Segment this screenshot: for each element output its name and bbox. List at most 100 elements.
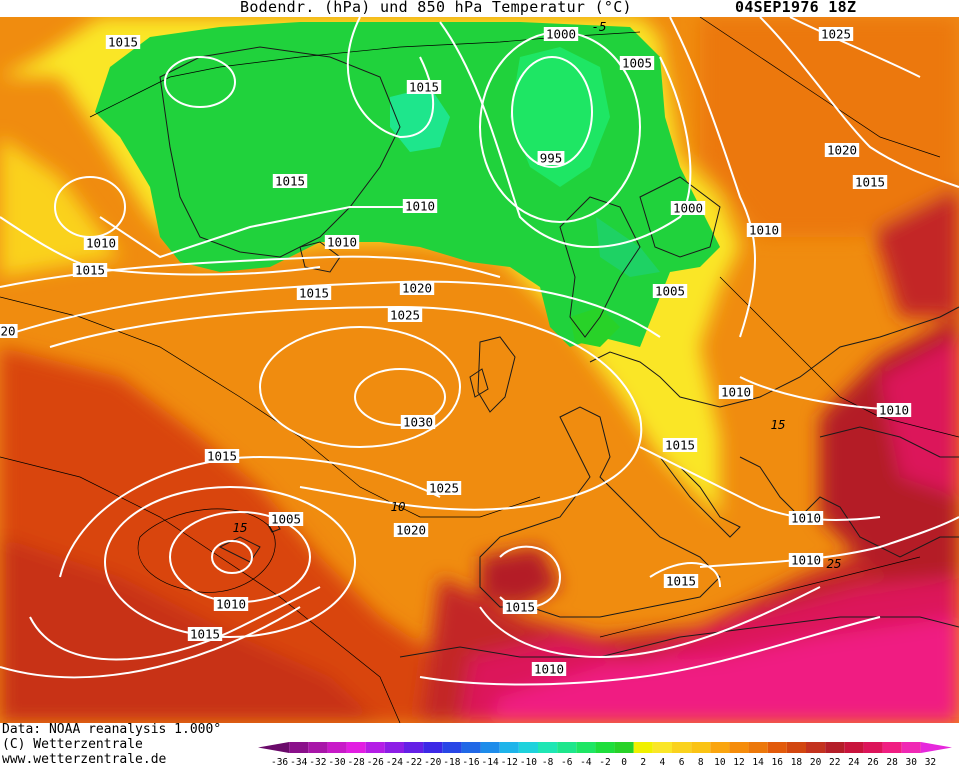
colorbar-tick-label: 14 bbox=[752, 757, 764, 768]
colorbar-swatch bbox=[365, 742, 385, 753]
colorbar-swatch bbox=[346, 742, 366, 753]
isobar-label-box bbox=[818, 27, 854, 41]
isobar-label: 1030 bbox=[403, 415, 433, 430]
colorbar-swatch bbox=[289, 742, 309, 753]
colorbar-tick-label: 20 bbox=[810, 757, 822, 768]
isobar-label: 1015 bbox=[409, 80, 439, 95]
isobar-label-box bbox=[663, 574, 699, 588]
isobar-label: 1015 bbox=[275, 174, 305, 189]
isobar-label-box bbox=[502, 600, 538, 614]
isobar-label-box bbox=[83, 236, 119, 250]
colorbar-tick-label: -24 bbox=[386, 757, 403, 768]
colorbar-tick-label: 28 bbox=[886, 757, 898, 768]
copyright-credit: (C) Wetterzentrale bbox=[2, 737, 143, 752]
colorbar-tick-label: -10 bbox=[520, 757, 537, 768]
isobar-label-box bbox=[852, 175, 888, 189]
colorbar-tick-label: -26 bbox=[367, 757, 384, 768]
isobar-label: 1010 bbox=[721, 385, 751, 400]
isobar-label-box bbox=[426, 481, 462, 495]
isobar-label: 995 bbox=[540, 151, 563, 166]
data-credit: Data: NOAA reanalysis 1.000° bbox=[2, 722, 222, 737]
isobar-label: 1025 bbox=[390, 308, 420, 323]
isobar-label-box bbox=[213, 597, 249, 611]
colorbar-tick-label: 12 bbox=[733, 757, 744, 768]
colorbar-swatch bbox=[691, 742, 711, 753]
isobar-label: 1015 bbox=[666, 574, 696, 589]
isobar-label: 1000 bbox=[546, 27, 576, 42]
colorbar-swatch bbox=[557, 742, 577, 753]
coastlines bbox=[159, 46, 959, 658]
isobar-label: 1015 bbox=[190, 627, 220, 642]
colorbar-swatch bbox=[614, 742, 634, 753]
isobar-label: 1010 bbox=[534, 662, 564, 677]
isotherm-label: 10 bbox=[390, 499, 405, 514]
isobar-label: 1020 bbox=[827, 143, 857, 158]
isobar-label-box bbox=[387, 308, 423, 322]
colorbar-swatch bbox=[633, 742, 653, 753]
colorbar-swatch bbox=[480, 742, 500, 753]
isobar-label-box bbox=[746, 223, 782, 237]
isobar-label: 1005 bbox=[271, 512, 301, 527]
colorbar-swatch bbox=[672, 742, 692, 753]
weather-map: 1015 1000 1025 1005 1015 995 1020 1015 1015 1010 1… bbox=[0, 17, 959, 723]
colorbar-tick-label: -6 bbox=[561, 757, 573, 768]
isobar-label: 1015 bbox=[108, 35, 138, 50]
colorbar-swatch bbox=[806, 742, 826, 753]
colorbar-tick-label: 2 bbox=[640, 757, 646, 768]
isobar-label-box bbox=[296, 286, 332, 300]
colorbar-tick-label: -4 bbox=[580, 757, 592, 768]
isobar-label-box bbox=[531, 662, 567, 676]
colorbar-swatch bbox=[844, 742, 864, 753]
colorbar-swatch bbox=[767, 742, 787, 753]
isobars bbox=[0, 17, 959, 686]
isobar-label-box bbox=[670, 201, 706, 215]
isobar-label: 1020 bbox=[402, 281, 432, 296]
footer: Data: NOAA reanalysis 1.000° (C) Wetterz… bbox=[0, 722, 959, 770]
isobar-label: 1005 bbox=[655, 284, 685, 299]
isobar-label-box bbox=[788, 553, 824, 567]
colorbar-swatch bbox=[863, 742, 883, 753]
isobar-label: 1015 bbox=[665, 438, 695, 453]
colorbar-swatch bbox=[825, 742, 845, 753]
colorbar-tick-label: -30 bbox=[328, 757, 345, 768]
map-title: Bodendr. (hPa) und 850 hPa Temperatur (°… bbox=[240, 0, 632, 16]
colorbar-tick-label: 0 bbox=[621, 757, 627, 768]
isobar-label: 1015 bbox=[207, 449, 237, 464]
colorbar-swatch bbox=[518, 742, 538, 753]
colorbar-tick-label: 16 bbox=[772, 757, 784, 768]
isobar-label-box bbox=[393, 523, 429, 537]
colorbar-swatch bbox=[442, 742, 462, 753]
isobar-label-box bbox=[399, 281, 435, 295]
colorbar-swatch bbox=[595, 742, 615, 753]
colorbar-tick-label: -28 bbox=[348, 757, 365, 768]
isobar-label-box bbox=[204, 449, 240, 463]
isobar-label-box bbox=[543, 27, 579, 41]
colorbar-swatch bbox=[499, 742, 519, 753]
website-credit: www.wetterzentrale.de bbox=[2, 752, 167, 767]
isobar-label-box bbox=[662, 438, 698, 452]
isobar-label-box bbox=[537, 151, 565, 165]
title-bar: Bodendr. (hPa) und 850 hPa Temperatur (°… bbox=[0, 0, 959, 17]
isobar-label: 1015 bbox=[299, 286, 329, 301]
colorbar-tick-label: 24 bbox=[848, 757, 860, 768]
colorbar-tick-label: 4 bbox=[660, 757, 666, 768]
colorbar-tick-label: -14 bbox=[482, 757, 499, 768]
colorbar-swatch bbox=[258, 742, 290, 753]
colorbar-swatch bbox=[327, 742, 347, 753]
isobar-label: 1025 bbox=[821, 27, 851, 42]
isobar-label-box bbox=[72, 263, 108, 277]
colorbar-swatch bbox=[384, 742, 404, 753]
colorbar-tick-label: 22 bbox=[829, 757, 840, 768]
colorbar-swatch bbox=[461, 742, 481, 753]
colorbar-tick-label: -36 bbox=[271, 757, 288, 768]
colorbar-tick-label: -32 bbox=[309, 757, 326, 768]
colorbar-swatch bbox=[652, 742, 672, 753]
colorbar-tick-label: -16 bbox=[462, 757, 479, 768]
colorbar-swatch bbox=[729, 742, 749, 753]
temperature-colorbar: -36 -34 -32 -30 -28 -26 -24 -22 -20 -18 -16 -14 -12-… bbox=[258, 742, 952, 768]
isobar-label-box bbox=[876, 403, 912, 417]
isobar-label-box bbox=[268, 512, 304, 526]
colorbar-swatch bbox=[423, 742, 443, 753]
colorbar-tick-label: 10 bbox=[714, 757, 726, 768]
